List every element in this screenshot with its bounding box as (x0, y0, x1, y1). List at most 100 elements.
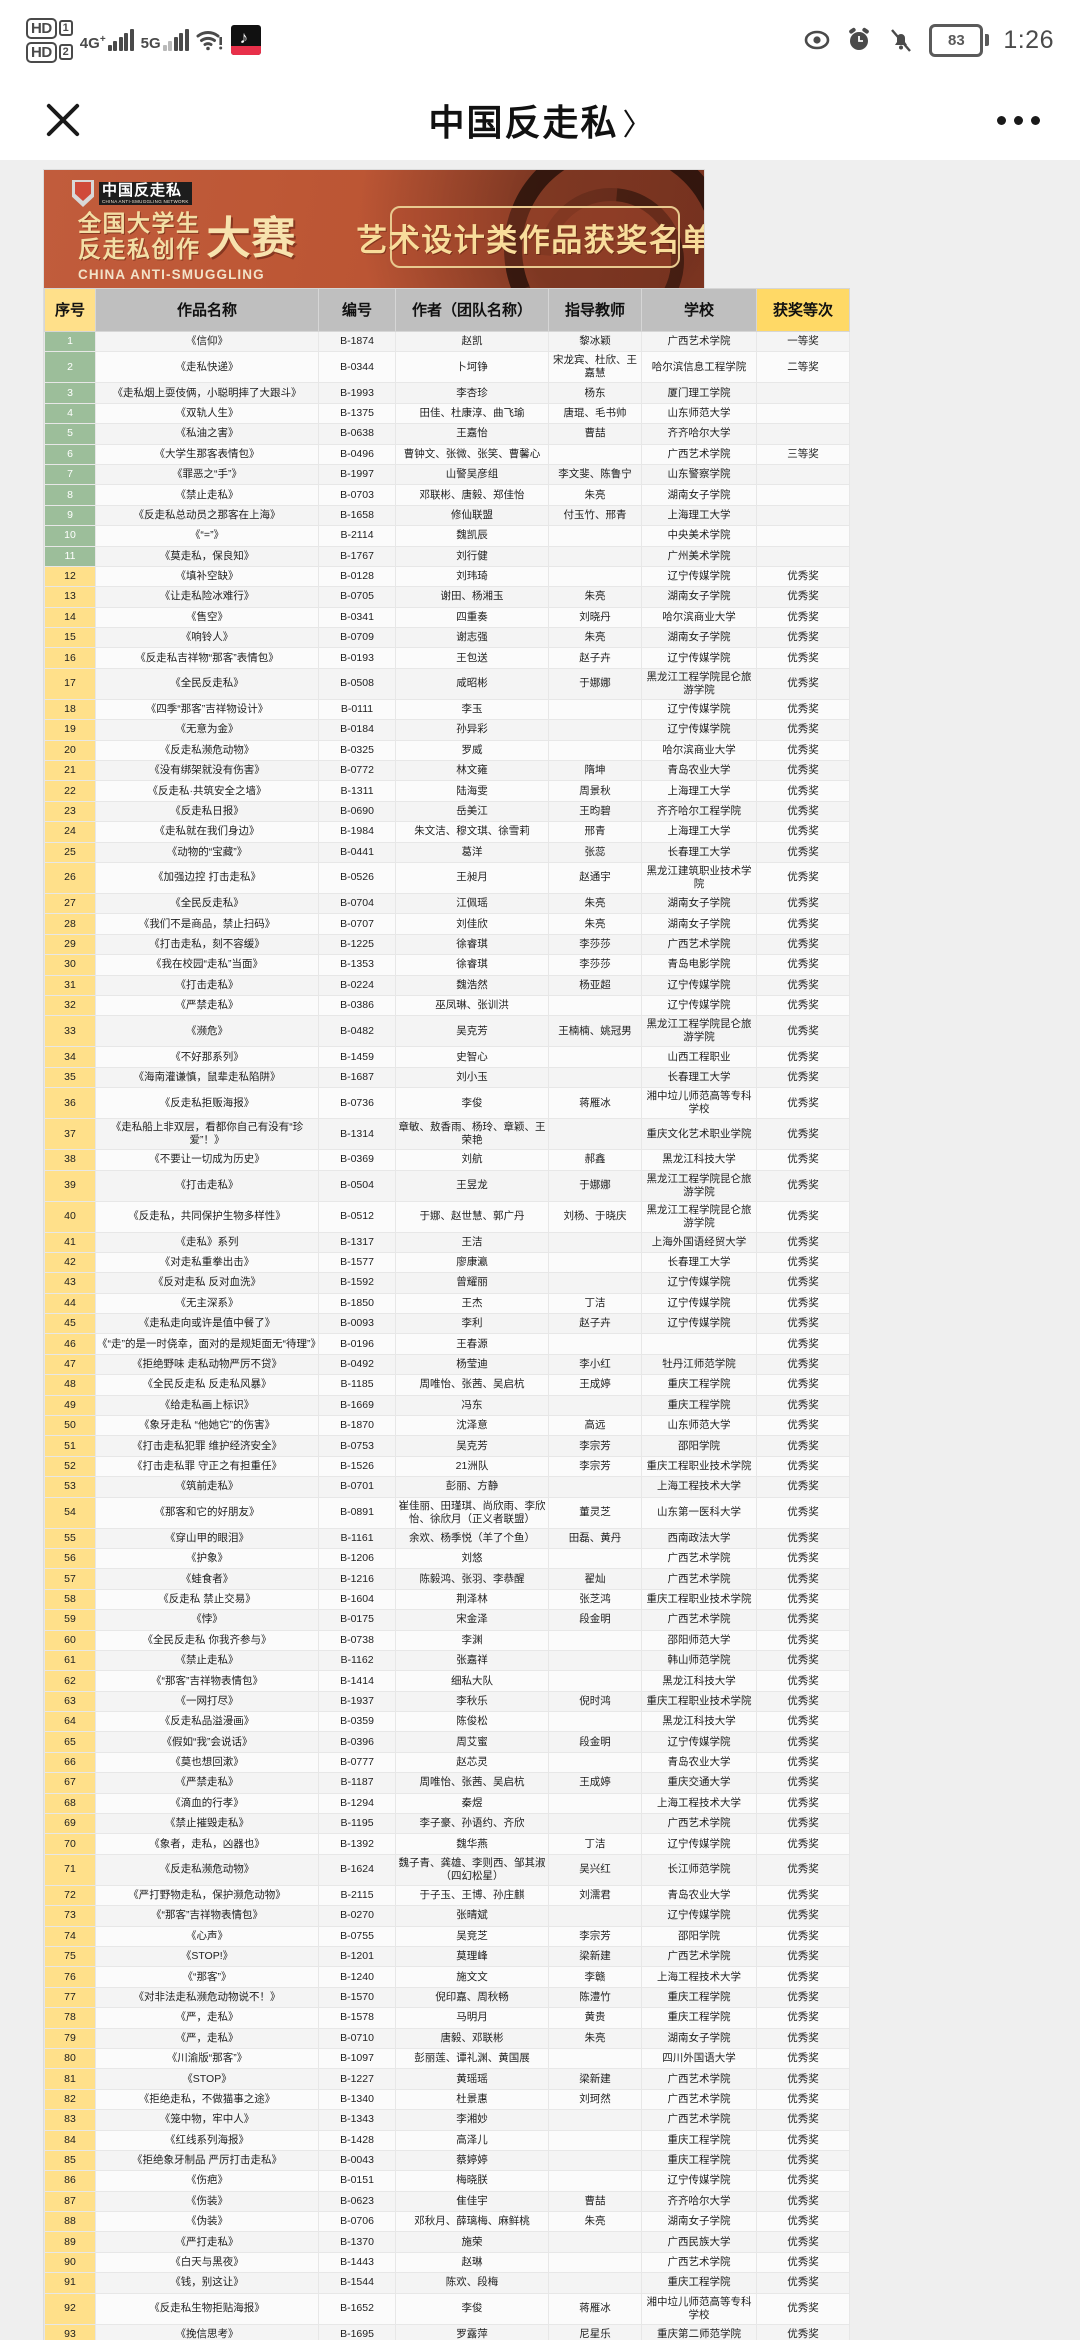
cell-code: B-2115 (318, 1884, 396, 1907)
cell-code: B-0369 (318, 1149, 396, 1171)
cell-teacher: 李宗芳 (548, 1925, 642, 1948)
cell-code: B-0344 (318, 351, 396, 384)
cell-award: 优秀奖 (756, 647, 850, 669)
banner-english-subtitle: CHINA ANTI-SMUGGLING (78, 267, 265, 282)
more-options-icon[interactable] (997, 115, 1040, 125)
cell-title: 《对走私重拳出击》 (95, 1251, 319, 1274)
cell-code: B-1624 (318, 1853, 396, 1886)
col-header-index: 序号 (44, 288, 96, 332)
brand-logo-cn: 中国反走私 (99, 181, 192, 199)
cell-title: 《伤疤》 (95, 2170, 319, 2192)
cell-school: 辽宁传媒学院 (641, 1292, 757, 1315)
cell-award (756, 402, 850, 425)
cell-title: 《反走私濒危动物》 (95, 1853, 319, 1886)
cell-title: 《大学生那客表情包》 (95, 443, 319, 465)
cell-school: 长春理工大学 (641, 841, 757, 863)
cell-teacher (548, 719, 642, 741)
cell-school: 重庆文化艺术职业学院 (641, 1118, 757, 1151)
cell-school: 青岛电影学院 (641, 954, 757, 976)
cell-author: 章敏、敖香雨、杨玲、章颖、王荣艳 (395, 1118, 549, 1151)
cell-author: 廖康瀛 (395, 1251, 549, 1274)
cell-code: B-1604 (318, 1588, 396, 1611)
cell-teacher: 张蕊 (548, 841, 642, 863)
cell-title: 《我在校园“走私”当面》 (95, 954, 319, 976)
alarm-icon (845, 26, 873, 54)
cell-school: 长春理工大学 (641, 1066, 757, 1089)
cell-teacher: 邢青 (548, 821, 642, 843)
col-header-award: 获奖等次 (756, 288, 850, 332)
cell-code: B-0703 (318, 484, 396, 506)
cell-index: 18 (44, 698, 96, 721)
cell-teacher: 蒋雁冰 (548, 2292, 642, 2325)
table-row: 32 《严禁走私》 B-0386 巫凤琳、张训洪 辽宁传媒学院 优秀奖 (44, 994, 850, 1017)
table-row: 40 《反走私，共同保护生物多样性》 B-0512 于娜、赵世慧、郭广丹 刘杨、于晓庆黑… (44, 1200, 850, 1233)
cell-award: 优秀奖 (756, 1149, 850, 1171)
cell-teacher: 刘杨、于晓庆 (548, 1200, 642, 1233)
cell-award: 优秀奖 (756, 780, 850, 802)
cell-code: B-1658 (318, 504, 396, 527)
cell-title: 《反走私拒贩海报》 (95, 1087, 319, 1120)
page-title[interactable]: 中国反走私〉 (86, 94, 997, 146)
table-row: 82 《拒绝走私，不做猫事之途》 B-1340 杜景惠 刘珂然 广西艺术学院 优秀奖 (44, 2088, 850, 2111)
cell-award: 优秀奖 (756, 1925, 850, 1948)
cell-code: B-1669 (318, 1394, 396, 1417)
cell-teacher: 宋龙宾、杜欣、王嘉慧 (548, 351, 642, 384)
cell-award: 优秀奖 (756, 1476, 850, 1498)
brand-logo: 中国反走私 CHINA ANTI-SMUGGLING NETWORK (72, 180, 192, 207)
cell-code: B-0396 (318, 1731, 396, 1753)
cell-code: B-0508 (318, 667, 396, 700)
cell-teacher: 李莎莎 (548, 933, 642, 956)
cell-title: 《全民反走私》 (95, 892, 319, 915)
cell-award: 优秀奖 (756, 994, 850, 1017)
table-row: 85 《拒绝象牙制品 严厉打击走私》 B-0043 蔡婷婷 重庆工程学院 优秀奖 (44, 2149, 850, 2172)
cell-title: 《反走私濒危动物》 (95, 739, 319, 762)
cell-index: 30 (44, 954, 96, 976)
table-row: 61 《禁止走私》 B-1162 张嘉祥 韩山师范学院 优秀奖 (44, 1649, 850, 1672)
cell-award: 优秀奖 (756, 2027, 850, 2049)
cell-index: 73 (44, 1905, 96, 1927)
cell-code: B-0709 (318, 627, 396, 649)
cell-code: B-0224 (318, 974, 396, 996)
cell-index: 26 (44, 861, 96, 894)
cell-code: B-0707 (318, 913, 396, 935)
cell-title: 《象牙走私 “他她它”的伤害》 (95, 1415, 319, 1437)
cell-teacher: 王成婷 (548, 1772, 642, 1794)
eye-icon (803, 26, 831, 54)
cell-code: B-0777 (318, 1751, 396, 1774)
table-row: 72 《严打野物走私，保护濒危动物》 B-2115 于子玉、王博、孙庄麒 刘濡君 青岛农业… (44, 1884, 850, 1907)
cell-index: 5 (44, 423, 96, 445)
article-body[interactable]: 中国反走私 CHINA ANTI-SMUGGLING NETWORK 全国大学生… (0, 160, 1080, 2340)
cell-title: 《不好那系列》 (95, 1046, 319, 1068)
cell-author: 唐毅、邓联彬 (395, 2027, 549, 2049)
cell-index: 77 (44, 1986, 96, 2009)
cell-award: 优秀奖 (756, 2129, 850, 2151)
cell-teacher: 李文斐、陈鲁宁 (548, 463, 642, 486)
cell-school: 山东第一医科大学 (641, 1496, 757, 1529)
table-row: 27 《全民反走私》 B-0704 江佩瑶 朱亮 湖南女子学院 优秀奖 (44, 892, 850, 915)
cell-award: 优秀奖 (756, 2109, 850, 2131)
cell-award: 优秀奖 (756, 1884, 850, 1907)
cell-school: 哈尔滨商业大学 (641, 606, 757, 629)
cell-code: B-1375 (318, 402, 396, 425)
cell-author: 咸昭彬 (395, 667, 549, 700)
cell-school: 上海工程技术大学 (641, 1792, 757, 1815)
cell-title: 《响铃人》 (95, 627, 319, 649)
cell-author: 刘航 (395, 1149, 549, 1171)
table-row: 46 《“走”的是一时侥幸，面对的是规矩面无“待理”》 B-0196 王春源 优秀奖 (44, 1333, 850, 1355)
table-row: 86 《伤疤》 B-0151 梅晓朕 辽宁传媒学院 优秀奖 (44, 2170, 850, 2192)
cell-award: 二等奖 (756, 351, 850, 384)
close-icon[interactable] (40, 97, 86, 143)
cell-author: 徐睿琪 (395, 933, 549, 956)
cell-title: 《罪恶之“手”》 (95, 463, 319, 486)
table-row: 9 《反走私总动员之那客在上海》 B-1658 修仙联盟 付玉竹、邢青 上海理工大学 (44, 504, 850, 527)
cell-author: 魏凯辰 (395, 525, 549, 547)
cell-title: 《全民反走私》 (95, 667, 319, 700)
cell-school: 辽宁传媒学院 (641, 1905, 757, 1927)
cell-code: B-1592 (318, 1272, 396, 1294)
cell-code: B-0701 (318, 1476, 396, 1498)
cell-award: 优秀奖 (756, 1496, 850, 1529)
cell-school: 湘中垃儿师范高等专科学校 (641, 1087, 757, 1120)
cell-award: 优秀奖 (756, 739, 850, 762)
cell-title: 《拒绝走私，不做猫事之途》 (95, 2088, 319, 2111)
cell-school: 湖南女子学院 (641, 913, 757, 935)
